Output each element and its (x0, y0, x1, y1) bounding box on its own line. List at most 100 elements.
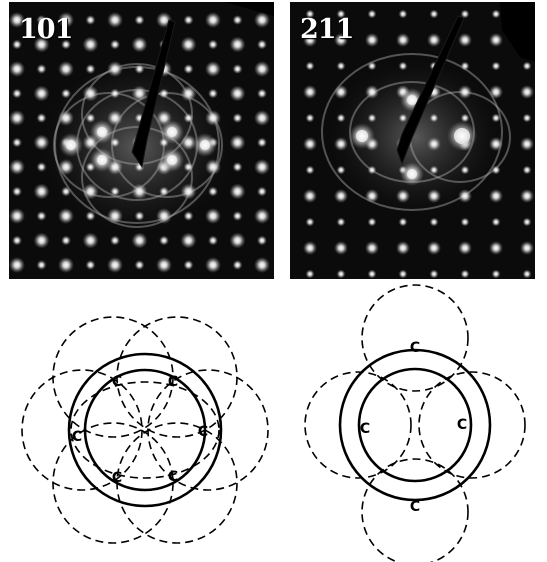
diffraction-spot (229, 134, 246, 151)
diffraction-spot (9, 257, 25, 273)
diffraction-spot (460, 9, 470, 19)
inner-solid-circle (357, 367, 473, 483)
diffraction-spot (305, 165, 315, 175)
schematic-211: C C C C (304, 284, 526, 562)
diffuse-ring (81, 126, 193, 228)
diffraction-pattern-211: 211 (290, 2, 535, 279)
diffraction-spot (61, 186, 71, 197)
strong-spot-glow (193, 133, 217, 157)
diffraction-spot (396, 189, 410, 203)
diffraction-spot (334, 137, 348, 151)
diffraction-spot (520, 85, 534, 99)
diffraction-spot (429, 217, 439, 227)
diffraction-spot (522, 113, 532, 123)
beam-stop (131, 19, 176, 169)
diffraction-spot (305, 269, 315, 279)
diffraction-spot (107, 110, 123, 126)
diffraction-spot (520, 241, 534, 255)
diffuse-ring (321, 53, 503, 211)
diffraction-spot (58, 61, 74, 77)
corner-shadow (500, 2, 535, 62)
diffraction-spot (159, 186, 169, 197)
diffraction-spot (205, 61, 221, 77)
dashed-circle (116, 316, 238, 438)
diffraction-spot (110, 235, 120, 246)
diffraction-spot (61, 88, 71, 99)
zone-axis-label-211: 211 (300, 14, 354, 45)
diffraction-spot (12, 39, 22, 50)
dashed-circle (361, 458, 469, 562)
dashed-circle (52, 422, 174, 544)
diffraction-spot (36, 15, 47, 25)
diffraction-spot (491, 217, 501, 227)
diffraction-spot (305, 217, 315, 227)
diffraction-spot (254, 208, 270, 224)
strong-spot-glow (160, 148, 184, 172)
diffraction-spot (491, 165, 501, 175)
diffraction-spot (33, 134, 50, 151)
diffraction-spot (183, 15, 194, 25)
diffraction-spot (36, 64, 47, 74)
beam-stop (396, 15, 465, 166)
c-marker: C (72, 429, 82, 445)
c-marker: C (410, 340, 420, 356)
strong-spot-glow (349, 123, 375, 149)
strong-spot-glow (59, 133, 83, 157)
diffraction-spot (183, 64, 194, 74)
diffraction-spot (367, 165, 377, 175)
diffraction-spot (208, 235, 218, 246)
diffraction-spot (131, 183, 148, 200)
diffraction-spot (336, 113, 346, 123)
diffraction-spot (460, 217, 470, 227)
diffraction-spot (107, 61, 123, 77)
diffraction-spot (180, 232, 197, 249)
diffraction-spot (254, 12, 270, 28)
diffraction-spot (398, 113, 408, 123)
diffraction-spot (257, 235, 267, 246)
diffraction-spot (303, 33, 317, 47)
dashed-circle (52, 316, 174, 438)
diffraction-spot (107, 257, 123, 273)
diffraction-spot (110, 39, 120, 50)
diffraction-spot (205, 208, 221, 224)
diffraction-spot (427, 137, 441, 151)
diffraction-spot (110, 88, 120, 99)
corner-shadow (224, 2, 274, 16)
diffraction-spot (398, 9, 408, 19)
diffraction-spot (9, 208, 25, 224)
schematic-diagrams: C C C C C C C C C C (21, 284, 526, 562)
diffraction-spot (82, 183, 99, 200)
diffraction-spot (85, 64, 96, 74)
diffraction-spot (107, 12, 123, 28)
diffraction-spot (491, 269, 501, 279)
diffraction-spot (458, 241, 472, 255)
diffraction-spot (429, 165, 439, 175)
diffraction-spot (257, 137, 267, 148)
diffraction-spot (183, 211, 194, 221)
diffraction-spot (489, 33, 503, 47)
diffraction-spot (520, 137, 534, 151)
diffraction-spot (460, 113, 470, 123)
dashed-circle (304, 371, 412, 479)
diffraction-image-211 (290, 2, 535, 279)
diffraction-spot (398, 61, 408, 71)
diffraction-spot (303, 137, 317, 151)
diffraction-spot (134, 260, 145, 270)
diffraction-spot (36, 113, 47, 123)
diffraction-spot (33, 36, 50, 53)
diffraction-spot (180, 36, 197, 53)
diffraction-spot (522, 217, 532, 227)
c-marker: C (198, 424, 208, 440)
diffraction-spot (156, 257, 172, 273)
diffraction-spot (232, 113, 243, 123)
diffraction-spot (460, 61, 470, 71)
diffraction-spot (9, 110, 25, 126)
strong-spot-glow (400, 162, 424, 186)
diffraction-spot (183, 113, 194, 123)
diffraction-spot (398, 217, 408, 227)
diffraction-spot (205, 257, 221, 273)
diffraction-spot (229, 85, 246, 102)
schematic-101: C C C C C C (21, 316, 269, 544)
diffraction-spot (61, 235, 71, 246)
diffraction-spot (334, 189, 348, 203)
